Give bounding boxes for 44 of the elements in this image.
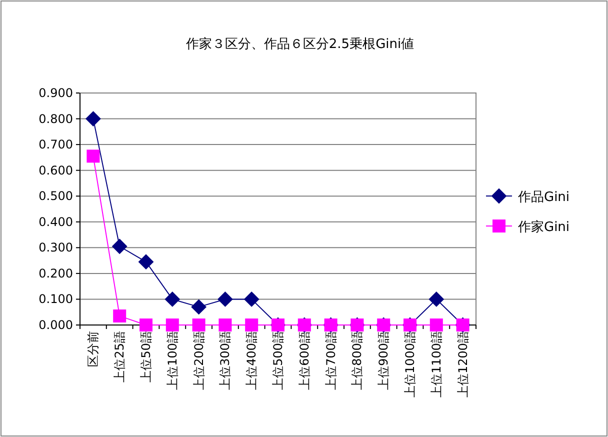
- y-tick-label: 0.700: [38, 138, 73, 152]
- x-tick-label: 上位500語: [271, 331, 285, 390]
- point: [245, 318, 258, 332]
- x-tick-label: 上位1200語: [456, 331, 470, 398]
- point: [86, 111, 101, 126]
- x-tick-label: 上位1100語: [429, 331, 444, 398]
- point: [244, 292, 260, 307]
- y-tick-label: 0.800: [38, 112, 73, 126]
- x-tick-label: 上位1000語: [403, 331, 417, 398]
- point: [218, 292, 233, 307]
- x-tick-label: 区分前: [86, 331, 100, 367]
- x-tick-label: 上位600語: [297, 331, 312, 390]
- point: [164, 292, 180, 307]
- x-tick-label: 上位300語: [218, 331, 232, 390]
- x-tick-label: 上位200語: [192, 331, 206, 390]
- y-tick-label: 0.900: [38, 86, 73, 100]
- point: [140, 318, 152, 332]
- x-tick-label: 上位700語: [324, 331, 338, 390]
- x-tick-label: 上位800語: [350, 331, 364, 390]
- point: [430, 318, 443, 332]
- y-tick-label: 0.200: [38, 266, 73, 280]
- y-tick-label: 0.600: [38, 163, 73, 178]
- y-tick-label: 0.300: [38, 240, 73, 255]
- point: [428, 292, 444, 307]
- y-tick-label: 0.400: [38, 214, 73, 229]
- y-tick-label: 0.500: [38, 189, 73, 204]
- x-tick-label: 上位25語: [112, 331, 127, 382]
- x-tick-label: 上位50語: [139, 331, 153, 382]
- y-tick-label: 0.000: [38, 318, 73, 332]
- legend-label: 作品Gini: [517, 190, 570, 205]
- x-tick-label: 上位400語: [244, 331, 259, 390]
- point: [166, 318, 179, 332]
- point: [138, 254, 154, 270]
- x-tick-label: 上位900語: [376, 331, 391, 390]
- point: [112, 238, 128, 254]
- x-tick-label: 上位100語: [165, 331, 180, 390]
- point: [218, 318, 232, 332]
- point: [113, 309, 126, 322]
- point: [191, 299, 206, 314]
- point: [86, 150, 100, 163]
- legend-label: 作家Gini: [517, 219, 570, 235]
- title: 作家３区分、作品６区分2.5乗根Gini値: [186, 37, 414, 52]
- point: [192, 318, 206, 332]
- y-tick-label: 0.100: [38, 292, 73, 306]
